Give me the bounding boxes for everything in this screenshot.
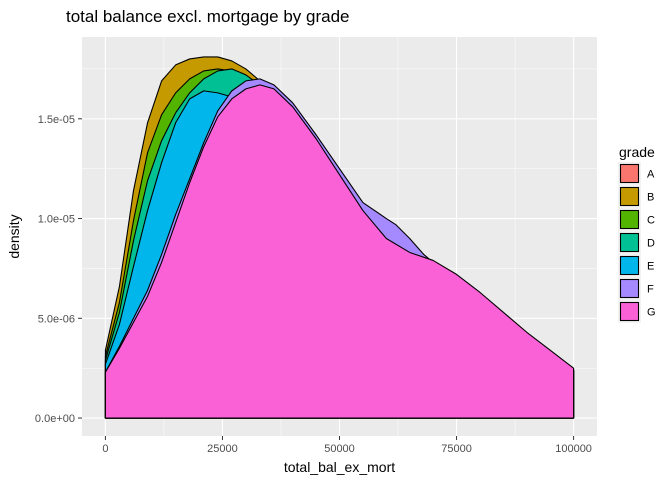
x-tick-label: 25000	[207, 443, 238, 455]
legend-swatch	[619, 255, 640, 276]
legend-label: C	[647, 215, 655, 227]
legend-swatch	[619, 209, 640, 230]
density-area-g	[104, 84, 575, 419]
x-tick-label: 50000	[324, 443, 355, 455]
legend-item-c: C	[618, 208, 655, 231]
y-tick-label: 1.5e-05	[38, 114, 75, 126]
legend-swatch	[619, 278, 640, 299]
y-axis: 0.0e+00 5.0e-06 1.0e-05 1.5e-05	[35, 114, 82, 425]
legend-title: grade	[619, 144, 655, 160]
legend-item-f: F	[618, 277, 654, 300]
x-tick-label: 0	[102, 443, 108, 455]
y-axis-title: density	[6, 214, 22, 258]
legend-label: B	[647, 192, 654, 204]
legend-label: E	[647, 261, 654, 273]
x-tick-label: 100000	[555, 443, 592, 455]
legend-item-e: E	[618, 254, 654, 277]
legend-label: A	[647, 169, 655, 181]
legend-item-d: D	[618, 231, 655, 254]
y-tick-label: 1.0e-05	[38, 214, 75, 226]
legend-swatch	[619, 232, 640, 253]
legend-label: F	[647, 284, 654, 296]
legend-swatch	[619, 163, 640, 184]
y-tick-label: 0.0e+00	[35, 413, 75, 425]
legend-label: D	[647, 238, 655, 250]
x-axis-title: total_bal_ex_mort	[284, 459, 395, 475]
legend-swatch	[619, 186, 640, 207]
legend-item-g: G	[618, 300, 656, 323]
x-tick-label: 75000	[441, 443, 472, 455]
x-axis: 0 25000 50000 75000 100000	[102, 436, 592, 455]
legend-label: G	[647, 307, 656, 319]
legend-item-a: A	[618, 162, 655, 185]
legend-item-b: B	[618, 185, 654, 208]
legend-swatch	[619, 301, 640, 322]
y-tick-label: 5.0e-06	[38, 313, 75, 325]
chart-title: total balance excl. mortgage by grade	[66, 7, 350, 26]
density-areas	[104, 56, 575, 419]
